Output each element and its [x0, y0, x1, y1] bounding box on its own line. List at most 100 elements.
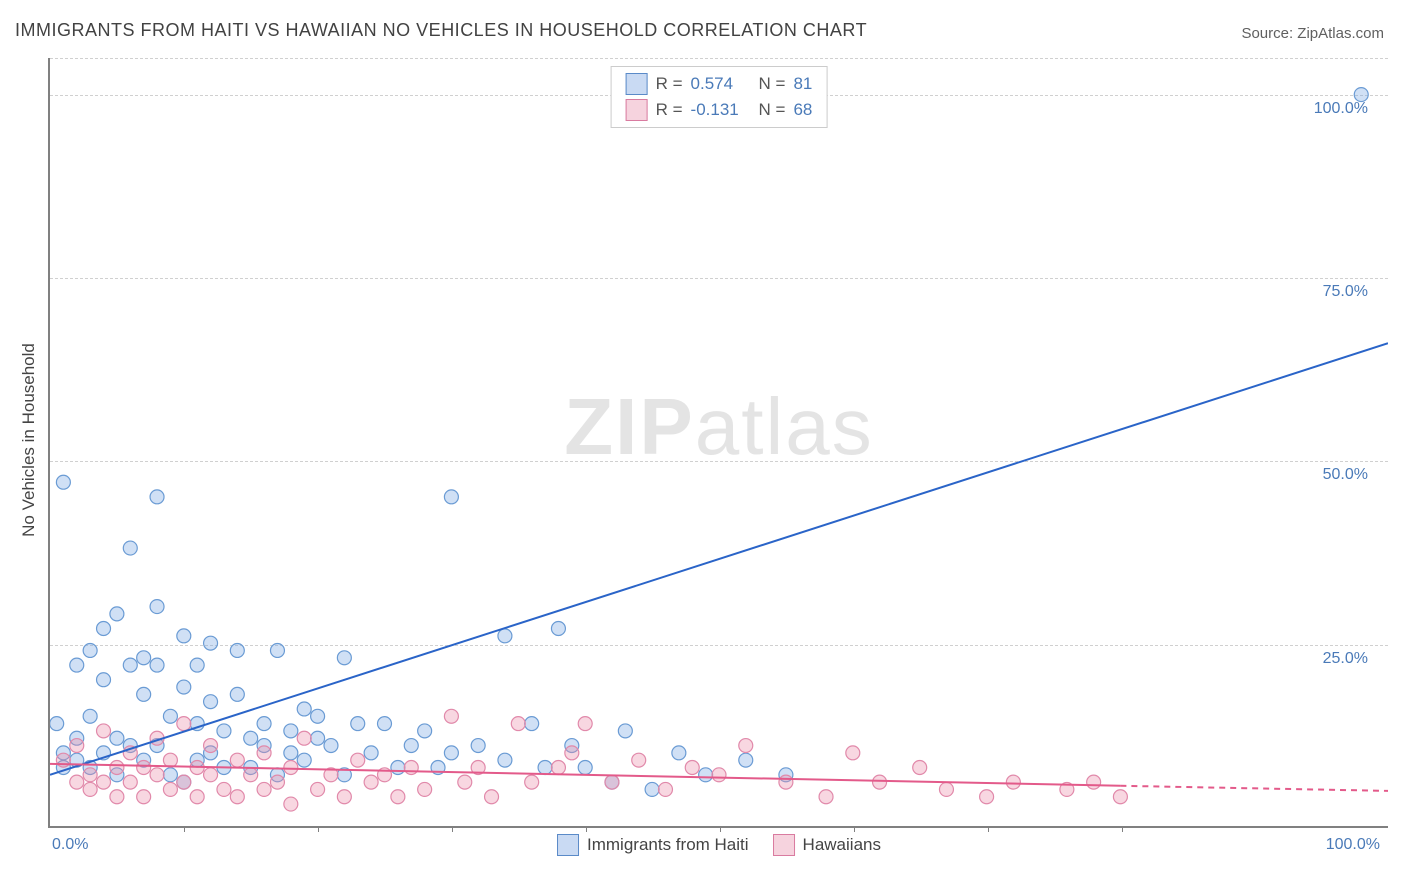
scatter-point [163, 709, 177, 723]
scatter-point [779, 775, 793, 789]
scatter-point [391, 761, 405, 775]
scatter-point [324, 739, 338, 753]
chart-title: IMMIGRANTS FROM HAITI VS HAWAIIAN NO VEH… [15, 20, 867, 41]
scatter-point [311, 731, 325, 745]
scatter-point [819, 790, 833, 804]
scatter-point [70, 775, 84, 789]
legend-label-hawaiians: Hawaiians [803, 835, 881, 855]
scatter-point [217, 724, 231, 738]
swatch-hawaiians-icon [626, 99, 648, 121]
scatter-point [270, 643, 284, 657]
x-tick-mark [854, 826, 855, 832]
scatter-point [123, 541, 137, 555]
scatter-point [364, 746, 378, 760]
n-label: N = [759, 74, 786, 94]
scatter-point [137, 687, 151, 701]
scatter-point [204, 636, 218, 650]
scatter-point [485, 790, 499, 804]
scatter-point [311, 782, 325, 796]
r-label: R = [656, 74, 683, 94]
scatter-point [83, 768, 97, 782]
scatter-point [70, 739, 84, 753]
legend-label-haiti: Immigrants from Haiti [587, 835, 749, 855]
scatter-point [137, 761, 151, 775]
scatter-point [257, 746, 271, 760]
scatter-point [297, 731, 311, 745]
scatter-point [204, 739, 218, 753]
scatter-point [351, 753, 365, 767]
scatter-point [230, 643, 244, 657]
scatter-point [70, 658, 84, 672]
scatter-point [177, 775, 191, 789]
scatter-point [578, 761, 592, 775]
scatter-point [150, 658, 164, 672]
scatter-point [163, 753, 177, 767]
scatter-point [551, 761, 565, 775]
scatter-point [458, 775, 472, 789]
scatter-point [404, 761, 418, 775]
trend-line-dash [1120, 786, 1388, 791]
scatter-point [97, 673, 111, 687]
legend-stats: R = 0.574 N = 81 R = -0.131 N = 68 [611, 66, 828, 128]
x-tick-mark [184, 826, 185, 832]
scatter-point [257, 782, 271, 796]
scatter-point [270, 775, 284, 789]
scatter-point [83, 643, 97, 657]
legend-item-hawaiians: Hawaiians [773, 834, 881, 856]
n-value-haiti: 81 [793, 74, 812, 94]
legend-item-haiti: Immigrants from Haiti [557, 834, 749, 856]
chart-svg [50, 58, 1388, 826]
x-tick-mark [988, 826, 989, 832]
y-axis-label: No Vehicles in Household [19, 343, 39, 537]
scatter-point [137, 651, 151, 665]
source-label: Source: ZipAtlas.com [1241, 25, 1384, 42]
scatter-point [1006, 775, 1020, 789]
scatter-point [190, 790, 204, 804]
x-tick-mark [586, 826, 587, 832]
scatter-point [846, 746, 860, 760]
scatter-point [551, 622, 565, 636]
scatter-point [297, 753, 311, 767]
scatter-point [699, 768, 713, 782]
scatter-point [177, 680, 191, 694]
scatter-point [565, 746, 579, 760]
scatter-point [56, 475, 70, 489]
scatter-point [672, 746, 686, 760]
scatter-point [97, 622, 111, 636]
scatter-point [498, 629, 512, 643]
scatter-point [712, 768, 726, 782]
r-label: R = [656, 100, 683, 120]
x-tick-mark [720, 826, 721, 832]
scatter-point [244, 731, 258, 745]
legend-stats-row-haiti: R = 0.574 N = 81 [626, 71, 813, 97]
scatter-point [204, 768, 218, 782]
scatter-point [83, 709, 97, 723]
scatter-point [364, 775, 378, 789]
legend-stats-row-hawaiians: R = -0.131 N = 68 [626, 97, 813, 123]
scatter-point [230, 753, 244, 767]
n-value-hawaiians: 68 [793, 100, 812, 120]
scatter-point [123, 775, 137, 789]
scatter-point [418, 782, 432, 796]
plot-area: ZIPatlas R = 0.574 N = 81 R = -0.131 N =… [48, 58, 1388, 828]
scatter-point [150, 768, 164, 782]
scatter-point [605, 775, 619, 789]
scatter-point [739, 739, 753, 753]
scatter-point [230, 790, 244, 804]
scatter-point [1113, 790, 1127, 804]
scatter-point [190, 658, 204, 672]
scatter-point [873, 775, 887, 789]
scatter-point [284, 746, 298, 760]
scatter-point [244, 768, 258, 782]
scatter-point [257, 717, 271, 731]
r-value-hawaiians: -0.131 [691, 100, 741, 120]
scatter-point [351, 717, 365, 731]
scatter-point [337, 790, 351, 804]
scatter-point [444, 709, 458, 723]
scatter-point [471, 739, 485, 753]
scatter-point [658, 782, 672, 796]
x-tick-mark [1122, 826, 1123, 832]
scatter-point [337, 651, 351, 665]
x-tick-label: 0.0% [52, 836, 88, 854]
scatter-point [284, 761, 298, 775]
